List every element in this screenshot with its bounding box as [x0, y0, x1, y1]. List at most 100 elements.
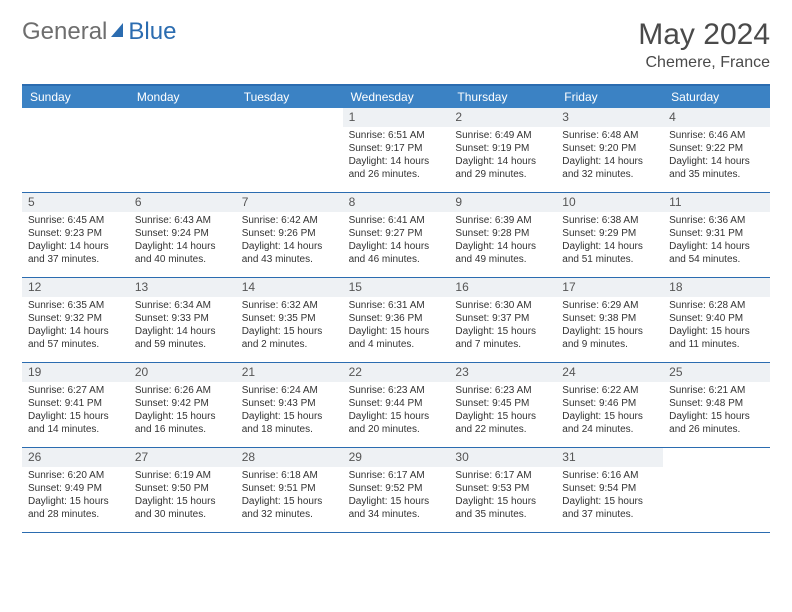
day-cell: 9Sunrise: 6:39 AMSunset: 9:28 PMDaylight… — [449, 193, 556, 277]
day-number: 3 — [556, 108, 663, 127]
weekday-header: Sunday Monday Tuesday Wednesday Thursday… — [22, 86, 770, 108]
sunrise-text: Sunrise: 6:48 AM — [562, 130, 657, 143]
sunrise-text: Sunrise: 6:26 AM — [135, 385, 230, 398]
sunrise-text: Sunrise: 6:32 AM — [242, 300, 337, 313]
day-cell: 20Sunrise: 6:26 AMSunset: 9:42 PMDayligh… — [129, 363, 236, 447]
logo-text-blue: Blue — [128, 18, 176, 46]
daylight-text-1: Daylight: 14 hours — [28, 241, 123, 254]
day-number: 5 — [22, 193, 129, 212]
day-cell: 15Sunrise: 6:31 AMSunset: 9:36 PMDayligh… — [343, 278, 450, 362]
daylight-text-1: Daylight: 14 hours — [349, 241, 444, 254]
sunset-text: Sunset: 9:31 PM — [669, 228, 764, 241]
day-cell: 22Sunrise: 6:23 AMSunset: 9:44 PMDayligh… — [343, 363, 450, 447]
daylight-text-1: Daylight: 15 hours — [242, 411, 337, 424]
day-number: 27 — [129, 448, 236, 467]
logo-text-general: General — [22, 18, 107, 46]
day-cell: 17Sunrise: 6:29 AMSunset: 9:38 PMDayligh… — [556, 278, 663, 362]
day-cell: 27Sunrise: 6:19 AMSunset: 9:50 PMDayligh… — [129, 448, 236, 532]
day-number: 21 — [236, 363, 343, 382]
month-title: May 2024 — [638, 18, 770, 52]
sunrise-text: Sunrise: 6:46 AM — [669, 130, 764, 143]
daylight-text-1: Daylight: 15 hours — [242, 326, 337, 339]
day-cell: 12Sunrise: 6:35 AMSunset: 9:32 PMDayligh… — [22, 278, 129, 362]
day-cell: . — [663, 448, 770, 532]
daylight-text-2: and 49 minutes. — [455, 254, 550, 267]
sunrise-text: Sunrise: 6:38 AM — [562, 215, 657, 228]
sunrise-text: Sunrise: 6:30 AM — [455, 300, 550, 313]
sunset-text: Sunset: 9:49 PM — [28, 483, 123, 496]
daylight-text-2: and 7 minutes. — [455, 339, 550, 352]
daylight-text-1: Daylight: 15 hours — [135, 411, 230, 424]
sunset-text: Sunset: 9:27 PM — [349, 228, 444, 241]
daylight-text-2: and 22 minutes. — [455, 424, 550, 437]
day-number: 30 — [449, 448, 556, 467]
sunrise-text: Sunrise: 6:21 AM — [669, 385, 764, 398]
sunset-text: Sunset: 9:54 PM — [562, 483, 657, 496]
daylight-text-1: Daylight: 14 hours — [562, 241, 657, 254]
day-cell: 19Sunrise: 6:27 AMSunset: 9:41 PMDayligh… — [22, 363, 129, 447]
daylight-text-2: and 43 minutes. — [242, 254, 337, 267]
sunset-text: Sunset: 9:51 PM — [242, 483, 337, 496]
daylight-text-2: and 11 minutes. — [669, 339, 764, 352]
sunset-text: Sunset: 9:53 PM — [455, 483, 550, 496]
daylight-text-2: and 35 minutes. — [669, 169, 764, 182]
day-cell: 3Sunrise: 6:48 AMSunset: 9:20 PMDaylight… — [556, 108, 663, 192]
day-number: 6 — [129, 193, 236, 212]
daylight-text-2: and 54 minutes. — [669, 254, 764, 267]
sunrise-text: Sunrise: 6:18 AM — [242, 470, 337, 483]
day-cell: 11 Sunrise: 6:36 AMSunset: 9:31 PMDayligh… — [663, 193, 770, 277]
weekday-tuesday: Tuesday — [236, 86, 343, 108]
daylight-text-1: Daylight: 14 hours — [349, 156, 444, 169]
weekday-saturday: Saturday — [663, 86, 770, 108]
weekday-friday: Friday — [556, 86, 663, 108]
sunrise-text: Sunrise: 6:20 AM — [28, 470, 123, 483]
sunrise-text: Sunrise: 6:29 AM — [562, 300, 657, 313]
day-number: 20 — [129, 363, 236, 382]
logo-sail-icon — [109, 18, 127, 46]
sunrise-text: Sunrise: 6:35 AM — [28, 300, 123, 313]
sunset-text: Sunset: 9:41 PM — [28, 398, 123, 411]
sunrise-text: Sunrise: 6:23 AM — [455, 385, 550, 398]
daylight-text-2: and 32 minutes. — [242, 509, 337, 522]
daylight-text-2: and 18 minutes. — [242, 424, 337, 437]
daylight-text-1: Daylight: 14 hours — [135, 326, 230, 339]
weekday-monday: Monday — [129, 86, 236, 108]
daylight-text-1: Daylight: 15 hours — [349, 411, 444, 424]
day-number: 28 — [236, 448, 343, 467]
daylight-text-1: Daylight: 15 hours — [455, 326, 550, 339]
daylight-text-1: Daylight: 14 hours — [28, 326, 123, 339]
sunrise-text: Sunrise: 6:39 AM — [455, 215, 550, 228]
sunrise-text: Sunrise: 6:22 AM — [562, 385, 657, 398]
day-cell: 26Sunrise: 6:20 AMSunset: 9:49 PMDayligh… — [22, 448, 129, 532]
sunset-text: Sunset: 9:19 PM — [455, 143, 550, 156]
header: GeneralBlue May 2024 Chemere, France — [22, 18, 770, 72]
sunrise-text: Sunrise: 6:31 AM — [349, 300, 444, 313]
day-number: 18 — [663, 278, 770, 297]
day-cell: 31Sunrise: 6:16 AMSunset: 9:54 PMDayligh… — [556, 448, 663, 532]
day-cell: 13Sunrise: 6:34 AMSunset: 9:33 PMDayligh… — [129, 278, 236, 362]
day-cell: 30Sunrise: 6:17 AMSunset: 9:53 PMDayligh… — [449, 448, 556, 532]
daylight-text-1: Daylight: 15 hours — [135, 496, 230, 509]
day-cell: 23Sunrise: 6:23 AMSunset: 9:45 PMDayligh… — [449, 363, 556, 447]
daylight-text-1: Daylight: 15 hours — [28, 411, 123, 424]
sunset-text: Sunset: 9:43 PM — [242, 398, 337, 411]
day-cell: . — [129, 108, 236, 192]
day-number: 11 — [663, 193, 770, 212]
sunrise-text: Sunrise: 6:19 AM — [135, 470, 230, 483]
sunset-text: Sunset: 9:44 PM — [349, 398, 444, 411]
day-cell: 10Sunrise: 6:38 AMSunset: 9:29 PMDayligh… — [556, 193, 663, 277]
sunrise-text: Sunrise: 6:27 AM — [28, 385, 123, 398]
daylight-text-2: and 28 minutes. — [28, 509, 123, 522]
daylight-text-2: and 26 minutes. — [669, 424, 764, 437]
sunset-text: Sunset: 9:20 PM — [562, 143, 657, 156]
weekday-sunday: Sunday — [22, 86, 129, 108]
daylight-text-1: Daylight: 14 hours — [669, 241, 764, 254]
day-number: 12 — [22, 278, 129, 297]
daylight-text-1: Daylight: 15 hours — [349, 496, 444, 509]
daylight-text-2: and 51 minutes. — [562, 254, 657, 267]
sunset-text: Sunset: 9:46 PM — [562, 398, 657, 411]
sunrise-text: Sunrise: 6:16 AM — [562, 470, 657, 483]
sunrise-text: Sunrise: 6:36 AM — [669, 215, 764, 228]
sunset-text: Sunset: 9:24 PM — [135, 228, 230, 241]
sunrise-text: Sunrise: 6:17 AM — [349, 470, 444, 483]
